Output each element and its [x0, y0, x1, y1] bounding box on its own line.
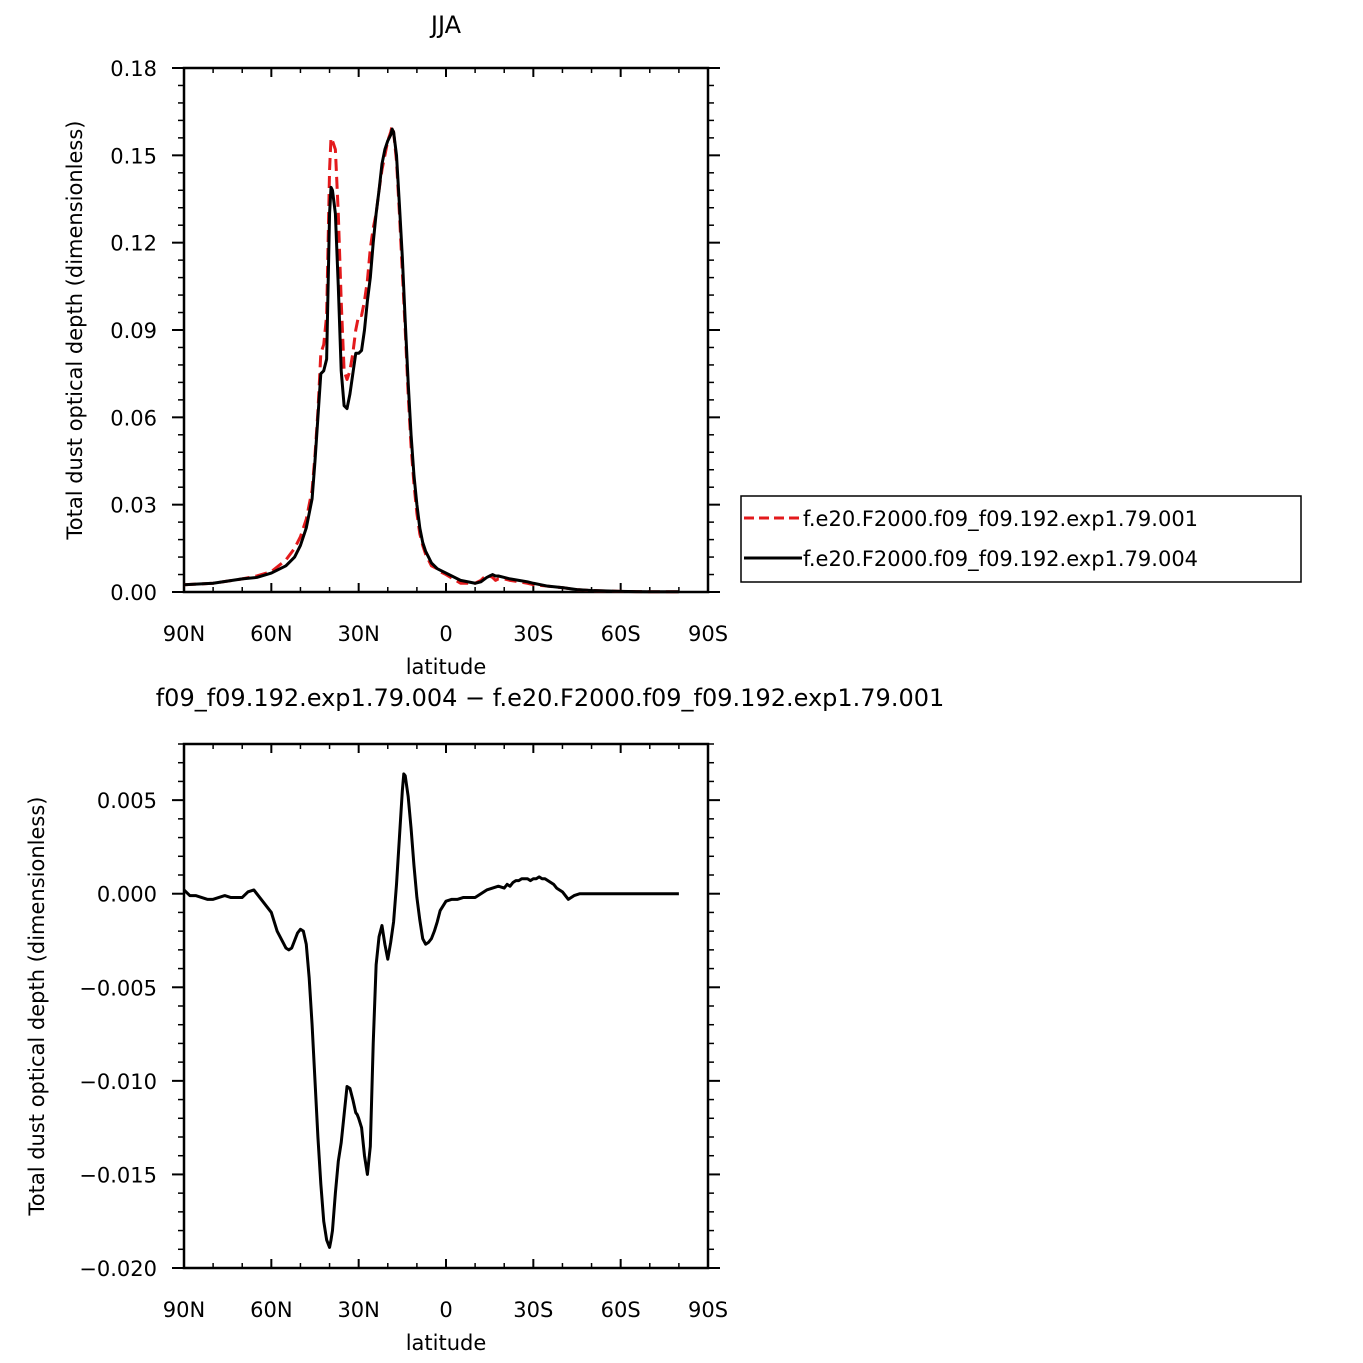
- bottom-y-tick-label: −0.005: [79, 976, 157, 1000]
- legend-label-series-004: f.e20.F2000.f09_f09.192.exp1.79.004: [803, 547, 1198, 572]
- bottom-chart-title: f09_f09.192.exp1.79.004 − f.e20.F2000.f0…: [156, 684, 945, 712]
- top-series-line-1: [183, 127, 679, 594]
- top-x-tick-label: 30S: [513, 622, 553, 646]
- top-y-tick-label: 0.18: [110, 57, 157, 81]
- bottom-x-axis-label: latitude: [406, 1331, 487, 1355]
- bottom-x-tick-label: 30N: [337, 1298, 379, 1322]
- bottom-y-tick-label: −0.015: [79, 1163, 157, 1187]
- bottom-y-tick-label: −0.010: [79, 1070, 157, 1094]
- bottom-x-tick-label: 90N: [163, 1298, 205, 1322]
- top-chart-title: JJA: [429, 11, 462, 39]
- bottom-plot-frame: [182, 742, 710, 1270]
- bottom-y-tick-label: −0.020: [79, 1257, 157, 1281]
- bottom-x-tick-label: 60S: [601, 1298, 641, 1322]
- legend-label-series-001: f.e20.F2000.f09_f09.192.exp1.79.001: [803, 507, 1198, 532]
- bottom-plot-area: 90N 60N 30N 0 30S 60S 90S −0.020 −0.015 −0.010 −0.…: [79, 742, 728, 1322]
- bottom-x-tick-label: 90S: [688, 1298, 728, 1322]
- bottom-y-tick-label: 0.000: [97, 883, 157, 907]
- bottom-y-tick-label: 0.005: [97, 789, 157, 813]
- top-x-tick-label: 60S: [601, 622, 641, 646]
- top-x-tick-label: 60N: [250, 622, 292, 646]
- legend-box: [740, 495, 1302, 583]
- top-plot-area: 90N 60N 30N 0 30S 60S 90S 0.00 0.03 0.06 0.09 0.12 0…: [110, 57, 728, 646]
- bottom-panel: f09_f09.192.exp1.79.004 − f.e20.F2000.f0…: [25, 684, 944, 1355]
- top-y-tick-label: 0.15: [110, 144, 157, 168]
- bottom-series-line-0: [182, 772, 679, 1249]
- top-x-tick-label: 30N: [337, 622, 379, 646]
- top-panel: JJA 90N 60N 30N 0 30S 60S 90S 0.00 0.03 0.06 0.09 0…: [63, 11, 728, 679]
- top-x-tick-label: 90S: [688, 622, 728, 646]
- top-x-tick-label: 0: [439, 622, 452, 646]
- bottom-x-tick-label: 0: [439, 1298, 452, 1322]
- top-y-tick-label: 0.06: [110, 406, 157, 430]
- top-plot-frame: [182, 66, 710, 594]
- top-series-line-0: [183, 124, 679, 594]
- top-y-tick-label: 0.00: [110, 581, 157, 605]
- legend: f.e20.F2000.f09_f09.192.exp1.79.001 f.e2…: [740, 495, 1302, 583]
- top-x-tick-label: 90N: [163, 622, 205, 646]
- top-y-tick-label: 0.03: [110, 494, 157, 518]
- top-y-tick-label: 0.12: [110, 232, 157, 256]
- top-x-axis-label: latitude: [406, 655, 487, 679]
- bottom-y-axis-label: Total dust optical depth (dimensionless): [25, 797, 49, 1217]
- top-y-tick-label: 0.09: [110, 319, 157, 343]
- bottom-x-tick-label: 30S: [513, 1298, 553, 1322]
- top-y-axis-label: Total dust optical depth (dimensionless): [63, 121, 87, 541]
- bottom-x-tick-label: 60N: [250, 1298, 292, 1322]
